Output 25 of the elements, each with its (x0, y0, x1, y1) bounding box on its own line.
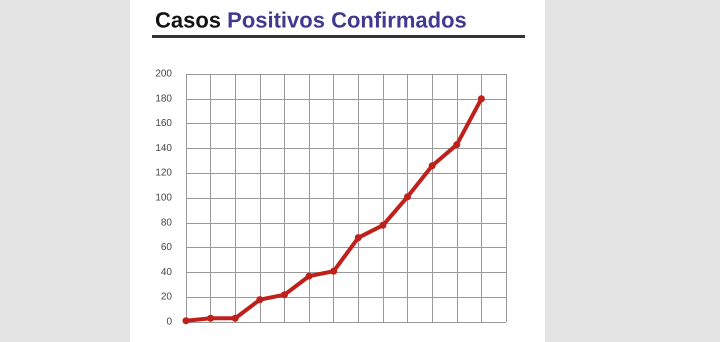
point (232, 314, 239, 322)
point (478, 95, 485, 102)
y-tick-label: 0 (166, 316, 172, 328)
point (207, 314, 214, 322)
y-tick-label: 200 (155, 68, 172, 80)
point (280, 291, 288, 298)
point (379, 222, 386, 229)
point (354, 234, 362, 242)
y-tick-label: 160 (155, 118, 172, 130)
point (330, 268, 338, 275)
y-tick-label: 100 (155, 192, 172, 204)
point (428, 162, 436, 170)
y-tick-label: 20 (160, 292, 172, 303)
y-tick-label: 40 (160, 266, 172, 278)
y-tick-label: 120 (155, 168, 172, 179)
point (182, 317, 190, 324)
y-tick-label: 80 (160, 217, 172, 228)
point (256, 296, 264, 304)
y-tick-label: 140 (155, 142, 172, 154)
chart-title: Casos Positivos Confirmados (155, 8, 467, 32)
point (306, 272, 313, 280)
y-tick-label: 180 (155, 93, 172, 104)
y-tick-label: 60 (160, 242, 172, 254)
point (453, 141, 460, 148)
point (404, 193, 412, 200)
